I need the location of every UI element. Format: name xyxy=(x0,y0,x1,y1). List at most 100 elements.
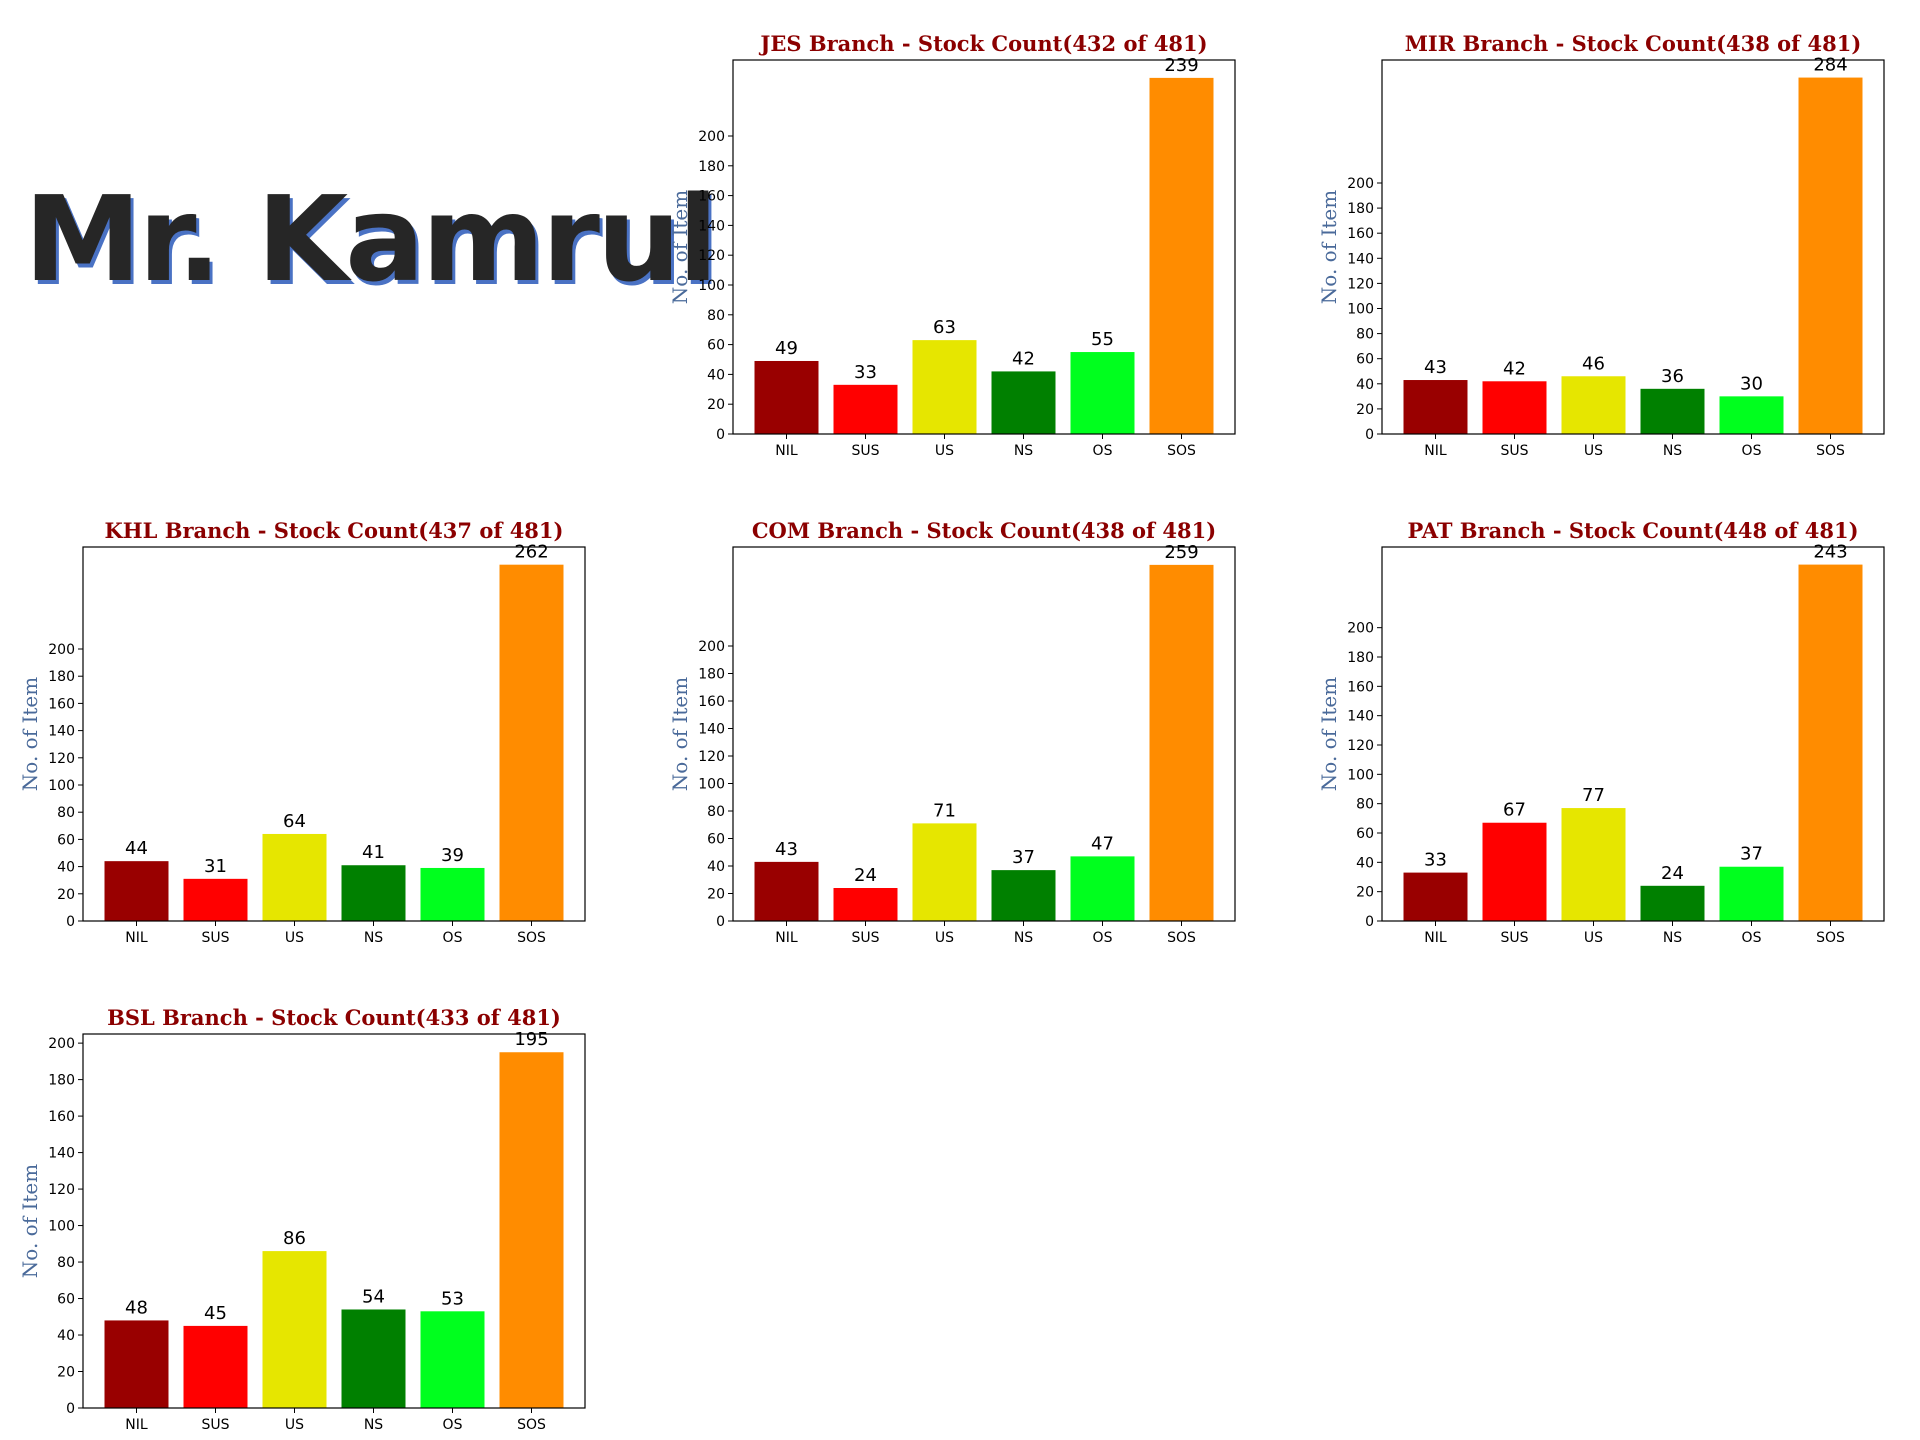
x-tick-label: US xyxy=(935,443,954,459)
y-tick-label: 160 xyxy=(1347,226,1374,242)
x-tick-label: SOS xyxy=(517,930,546,946)
data-label: 64 xyxy=(283,811,306,832)
bar-sos xyxy=(1149,77,1214,434)
data-label: 43 xyxy=(1424,357,1447,378)
x-tick-label: NS xyxy=(364,1417,383,1433)
bar-nil xyxy=(1403,872,1468,921)
y-tick-label: 140 xyxy=(48,724,75,740)
data-label: 49 xyxy=(775,338,798,359)
y-tick-label: 180 xyxy=(1347,201,1374,217)
bar-sos xyxy=(1149,564,1214,921)
y-tick-label: 180 xyxy=(698,667,725,683)
y-tick-label: 120 xyxy=(48,1182,75,1198)
chart-title: COM Branch - Stock Count(438 of 481) xyxy=(752,518,1216,543)
bar-us xyxy=(1561,808,1626,921)
x-tick-label: US xyxy=(285,1417,304,1433)
y-tick-label: 80 xyxy=(57,1255,75,1271)
plot-frame xyxy=(82,546,586,922)
y-tick-label: 80 xyxy=(1356,327,1374,343)
y-tick-label: 100 xyxy=(48,1219,75,1235)
data-label: 31 xyxy=(204,856,227,877)
data-label: 47 xyxy=(1091,833,1114,854)
chart-title: MIR Branch - Stock Count(438 of 481) xyxy=(1405,31,1862,56)
y-tick-label: 0 xyxy=(66,914,75,930)
bar-nil xyxy=(104,1320,169,1408)
x-tick-label: NS xyxy=(1014,443,1033,459)
y-tick-label: 40 xyxy=(57,860,75,876)
data-label: 46 xyxy=(1582,353,1605,374)
x-tick-label: NIL xyxy=(125,1417,148,1433)
y-tick-label: 60 xyxy=(57,832,75,848)
data-label: 243 xyxy=(1813,542,1847,563)
bar-us xyxy=(262,1251,327,1408)
y-tick-label: 140 xyxy=(698,722,725,738)
data-label: 195 xyxy=(514,1029,548,1050)
bar-sus xyxy=(1482,381,1547,434)
data-label: 259 xyxy=(1164,542,1198,563)
data-label: 41 xyxy=(362,842,385,863)
y-tick-label: 20 xyxy=(707,887,725,903)
y-tick-label: 180 xyxy=(1347,650,1374,666)
y-tick-label: 200 xyxy=(698,639,725,655)
bar-sus xyxy=(1482,822,1547,921)
y-tick-label: 100 xyxy=(1347,301,1374,317)
bar-sus xyxy=(833,888,898,921)
x-tick-label: NS xyxy=(1014,930,1033,946)
y-tick-label: 140 xyxy=(698,218,725,234)
y-tick-label: 160 xyxy=(48,1109,75,1125)
x-tick-label: OS xyxy=(443,930,463,946)
y-tick-label: 80 xyxy=(707,804,725,820)
y-tick-label: 160 xyxy=(1347,679,1374,695)
plot-frame xyxy=(732,546,1236,922)
data-label: 37 xyxy=(1012,847,1035,868)
x-tick-label: US xyxy=(285,930,304,946)
y-tick-label: 100 xyxy=(698,278,725,294)
bar-os xyxy=(1719,396,1784,434)
x-tick-label: NIL xyxy=(125,930,148,946)
y-tick-label: 140 xyxy=(1347,251,1374,267)
chart-title: BSL Branch - Stock Count(433 of 481) xyxy=(107,1005,561,1030)
y-tick-label: 20 xyxy=(57,887,75,903)
y-tick-label: 180 xyxy=(698,159,725,175)
x-tick-label: SOS xyxy=(1816,930,1845,946)
y-tick-label: 80 xyxy=(1356,797,1374,813)
data-label: 33 xyxy=(854,362,877,383)
bar-os xyxy=(1070,856,1135,921)
y-tick-label: 20 xyxy=(1356,402,1374,418)
bar-ns xyxy=(341,1309,406,1408)
y-tick-label: 180 xyxy=(48,1073,75,1089)
y-tick-label: 100 xyxy=(48,778,75,794)
data-label: 42 xyxy=(1012,348,1035,369)
bar-us xyxy=(262,833,327,921)
y-tick-label: 60 xyxy=(1356,826,1374,842)
y-axis-label: No. of Item xyxy=(1317,677,1341,791)
y-tick-label: 200 xyxy=(1347,621,1374,637)
x-tick-label: OS xyxy=(1742,930,1762,946)
data-label: 36 xyxy=(1661,366,1684,387)
data-label: 262 xyxy=(514,542,548,563)
x-tick-label: US xyxy=(935,930,954,946)
banner-title: Mr. Kamrul xyxy=(24,170,718,308)
chart-title: PAT Branch - Stock Count(448 of 481) xyxy=(1407,518,1858,543)
y-tick-label: 60 xyxy=(707,338,725,354)
y-tick-label: 120 xyxy=(1347,738,1374,754)
data-label: 77 xyxy=(1582,785,1605,806)
data-label: 43 xyxy=(775,839,798,860)
bar-nil xyxy=(1403,380,1468,434)
data-label: 284 xyxy=(1813,55,1847,76)
x-tick-label: NS xyxy=(1663,930,1682,946)
plot-frame xyxy=(1381,59,1885,435)
bar-sus xyxy=(183,1325,248,1408)
bar-us xyxy=(912,823,977,921)
x-tick-label: SUS xyxy=(851,443,879,459)
data-label: 63 xyxy=(933,317,956,338)
y-tick-label: 120 xyxy=(1347,276,1374,292)
y-tick-label: 200 xyxy=(1347,176,1374,192)
data-label: 37 xyxy=(1740,844,1763,865)
x-tick-label: OS xyxy=(1742,443,1762,459)
data-label: 239 xyxy=(1164,55,1198,76)
y-tick-label: 20 xyxy=(57,1365,75,1381)
y-tick-label: 80 xyxy=(57,805,75,821)
bar-ns xyxy=(991,870,1056,921)
